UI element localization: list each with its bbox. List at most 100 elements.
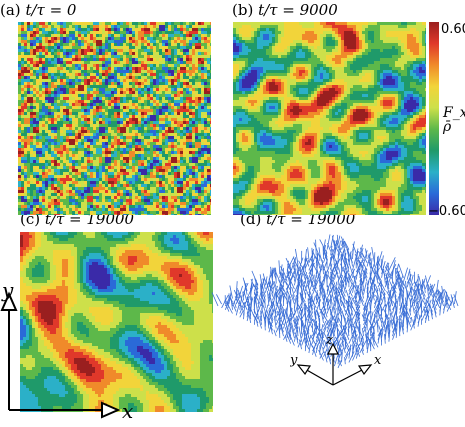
field-cell (201, 181, 205, 185)
field-cell (156, 157, 160, 161)
field-cell (174, 169, 178, 173)
field-cell (30, 172, 34, 176)
field-cell (210, 133, 211, 137)
field-cell (380, 28, 384, 32)
field-cell (135, 208, 139, 212)
field-cell (39, 163, 43, 167)
field-cell (117, 34, 121, 38)
field-cell (195, 136, 199, 140)
field-cell (183, 46, 187, 50)
field-cell (153, 178, 157, 182)
field-cell (350, 37, 354, 41)
field-cell (183, 181, 187, 185)
field-cell (63, 25, 67, 29)
field-cell (93, 82, 97, 86)
field-cell (293, 40, 297, 44)
field-cell (144, 187, 148, 191)
field-cell (78, 178, 82, 182)
field-cell (99, 70, 103, 74)
field-cell (204, 184, 208, 188)
field-cell (123, 61, 127, 65)
field-cell (69, 55, 73, 59)
field-cell (30, 178, 34, 182)
field-cell (51, 187, 55, 191)
field-cell (198, 184, 202, 188)
field-cell (183, 196, 187, 200)
field-cell (147, 85, 151, 89)
field-cell (96, 91, 100, 95)
field-cell (156, 196, 160, 200)
field-cell (96, 127, 100, 131)
field-cell (314, 49, 318, 53)
field-cell (198, 70, 202, 74)
field-cell (45, 118, 49, 122)
field-cell (180, 172, 184, 176)
field-cell (48, 73, 52, 77)
field-cell (210, 58, 211, 62)
field-cell (159, 67, 163, 71)
field-cell (195, 52, 199, 56)
field-cell (87, 76, 91, 80)
field-cell (39, 178, 43, 182)
field-cell (207, 112, 211, 116)
field-cell (141, 49, 145, 53)
field-cell (84, 121, 88, 125)
field-cell (153, 115, 157, 119)
field-cell (96, 112, 100, 116)
field-cell (69, 22, 73, 26)
field-cell (156, 61, 160, 65)
field-cell (93, 100, 97, 104)
field-cell (120, 181, 124, 185)
field-cell (156, 85, 160, 89)
field-cell (114, 148, 118, 152)
field-cell (195, 184, 199, 188)
field-cell (51, 31, 55, 35)
field-cell (192, 175, 196, 179)
field-cell (210, 142, 211, 146)
field-cell (177, 109, 181, 113)
field-cell (138, 28, 142, 32)
field-cell (150, 127, 154, 131)
field-cell (84, 127, 88, 131)
field-cell (132, 199, 136, 203)
field-cell (183, 25, 187, 29)
field-cell (419, 31, 423, 35)
field-cell (135, 148, 139, 152)
field-cell (144, 178, 148, 182)
field-cell (36, 67, 40, 71)
field-cell (168, 145, 172, 149)
field-cell (186, 25, 190, 29)
field-cell (123, 166, 127, 170)
field-cell (102, 145, 106, 149)
field-cell (63, 112, 67, 116)
field-cell (93, 76, 97, 80)
field-cell (93, 151, 97, 155)
field-cell (75, 184, 79, 188)
field-cell (57, 157, 61, 161)
field-cell (90, 121, 94, 125)
field-cell (132, 205, 136, 209)
field-cell (120, 151, 124, 155)
field-cell (48, 130, 52, 134)
field-cell (69, 31, 73, 35)
field-cell (45, 193, 49, 197)
field-cell (275, 34, 279, 38)
field-cell (245, 25, 249, 29)
field-cell (54, 79, 58, 83)
field-cell (275, 25, 279, 29)
field-cell (126, 55, 130, 59)
field-cell (129, 109, 133, 113)
field-cell (27, 49, 31, 53)
field-cell (39, 214, 43, 215)
field-cell (195, 73, 199, 77)
field-cell (141, 118, 145, 122)
field-cell (350, 49, 354, 53)
field-cell (90, 58, 94, 62)
field-cell (201, 145, 205, 149)
field-cell (165, 151, 169, 155)
field-cell (36, 121, 40, 125)
field-cell (90, 184, 94, 188)
field-cell (36, 196, 40, 200)
field-cell (108, 178, 112, 182)
field-cell (395, 52, 399, 56)
